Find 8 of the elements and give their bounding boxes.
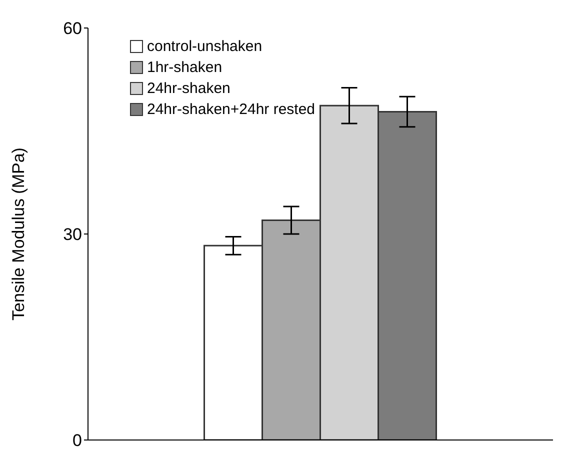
y-tick-label: 0 xyxy=(72,431,82,450)
y-tick-label: 30 xyxy=(63,225,82,244)
legend-label: 1hr-shaken xyxy=(147,59,222,76)
legend-label: 24hr-shaken+24hr rested xyxy=(147,101,316,118)
legend-label: 24hr-shaken xyxy=(147,80,230,97)
y-tick-label: 60 xyxy=(63,19,82,38)
y-axis-title: Tensile Modulus (MPa) xyxy=(9,148,28,320)
legend-label: control-unshaken xyxy=(147,38,262,55)
